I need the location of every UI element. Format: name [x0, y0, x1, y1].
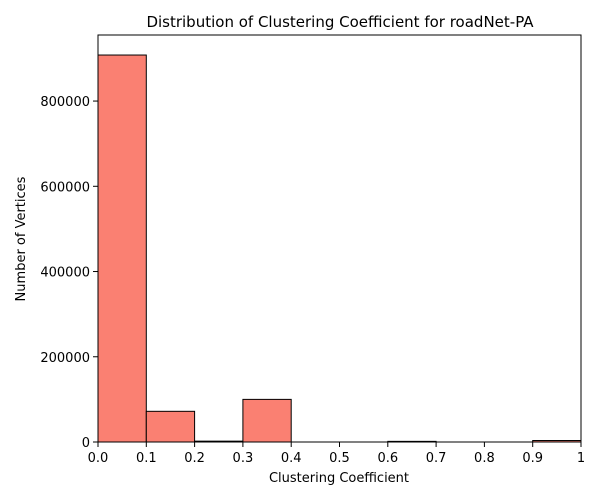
x-tick-label: 0.6 — [377, 451, 398, 466]
x-tick-label: 0.5 — [329, 451, 350, 466]
histogram-bar-1 — [145, 410, 196, 443]
y-axis-ticks: 0 200000 400000 600000 800000 — [40, 95, 98, 451]
y-tick-label: 800000 — [40, 95, 90, 110]
x-tick-label: 0.7 — [426, 451, 447, 466]
chart-title: Distribution of Clustering Coefficient f… — [146, 13, 534, 31]
x-tick-label: 0.4 — [281, 451, 302, 466]
x-tick-label: 0.3 — [233, 451, 254, 466]
histogram-bar-3 — [242, 398, 292, 443]
plot-frame — [97, 34, 582, 443]
bars-layer — [97, 54, 582, 443]
y-tick-label: 200000 — [40, 351, 90, 366]
x-tick-label: 0.0 — [88, 451, 109, 466]
x-tick-label: 1 — [577, 451, 585, 466]
x-tick-label: 0.2 — [184, 451, 205, 466]
x-axis-ticks: 0.0 0.1 0.2 0.3 0.4 0.5 0.6 0.7 0.8 0.9 1 — [88, 442, 585, 466]
y-tick-label: 400000 — [40, 266, 90, 281]
x-axis-title: Clustering Coefficient — [269, 471, 409, 486]
x-tick-label: 0.8 — [474, 451, 495, 466]
y-tick-label: 0 — [82, 436, 90, 451]
y-tick-label: 600000 — [40, 180, 90, 195]
x-tick-label: 0.1 — [136, 451, 157, 466]
x-tick-label: 0.9 — [522, 451, 543, 466]
histogram-bar-0 — [97, 54, 147, 443]
y-axis-title: Number of Vertices — [14, 176, 29, 301]
